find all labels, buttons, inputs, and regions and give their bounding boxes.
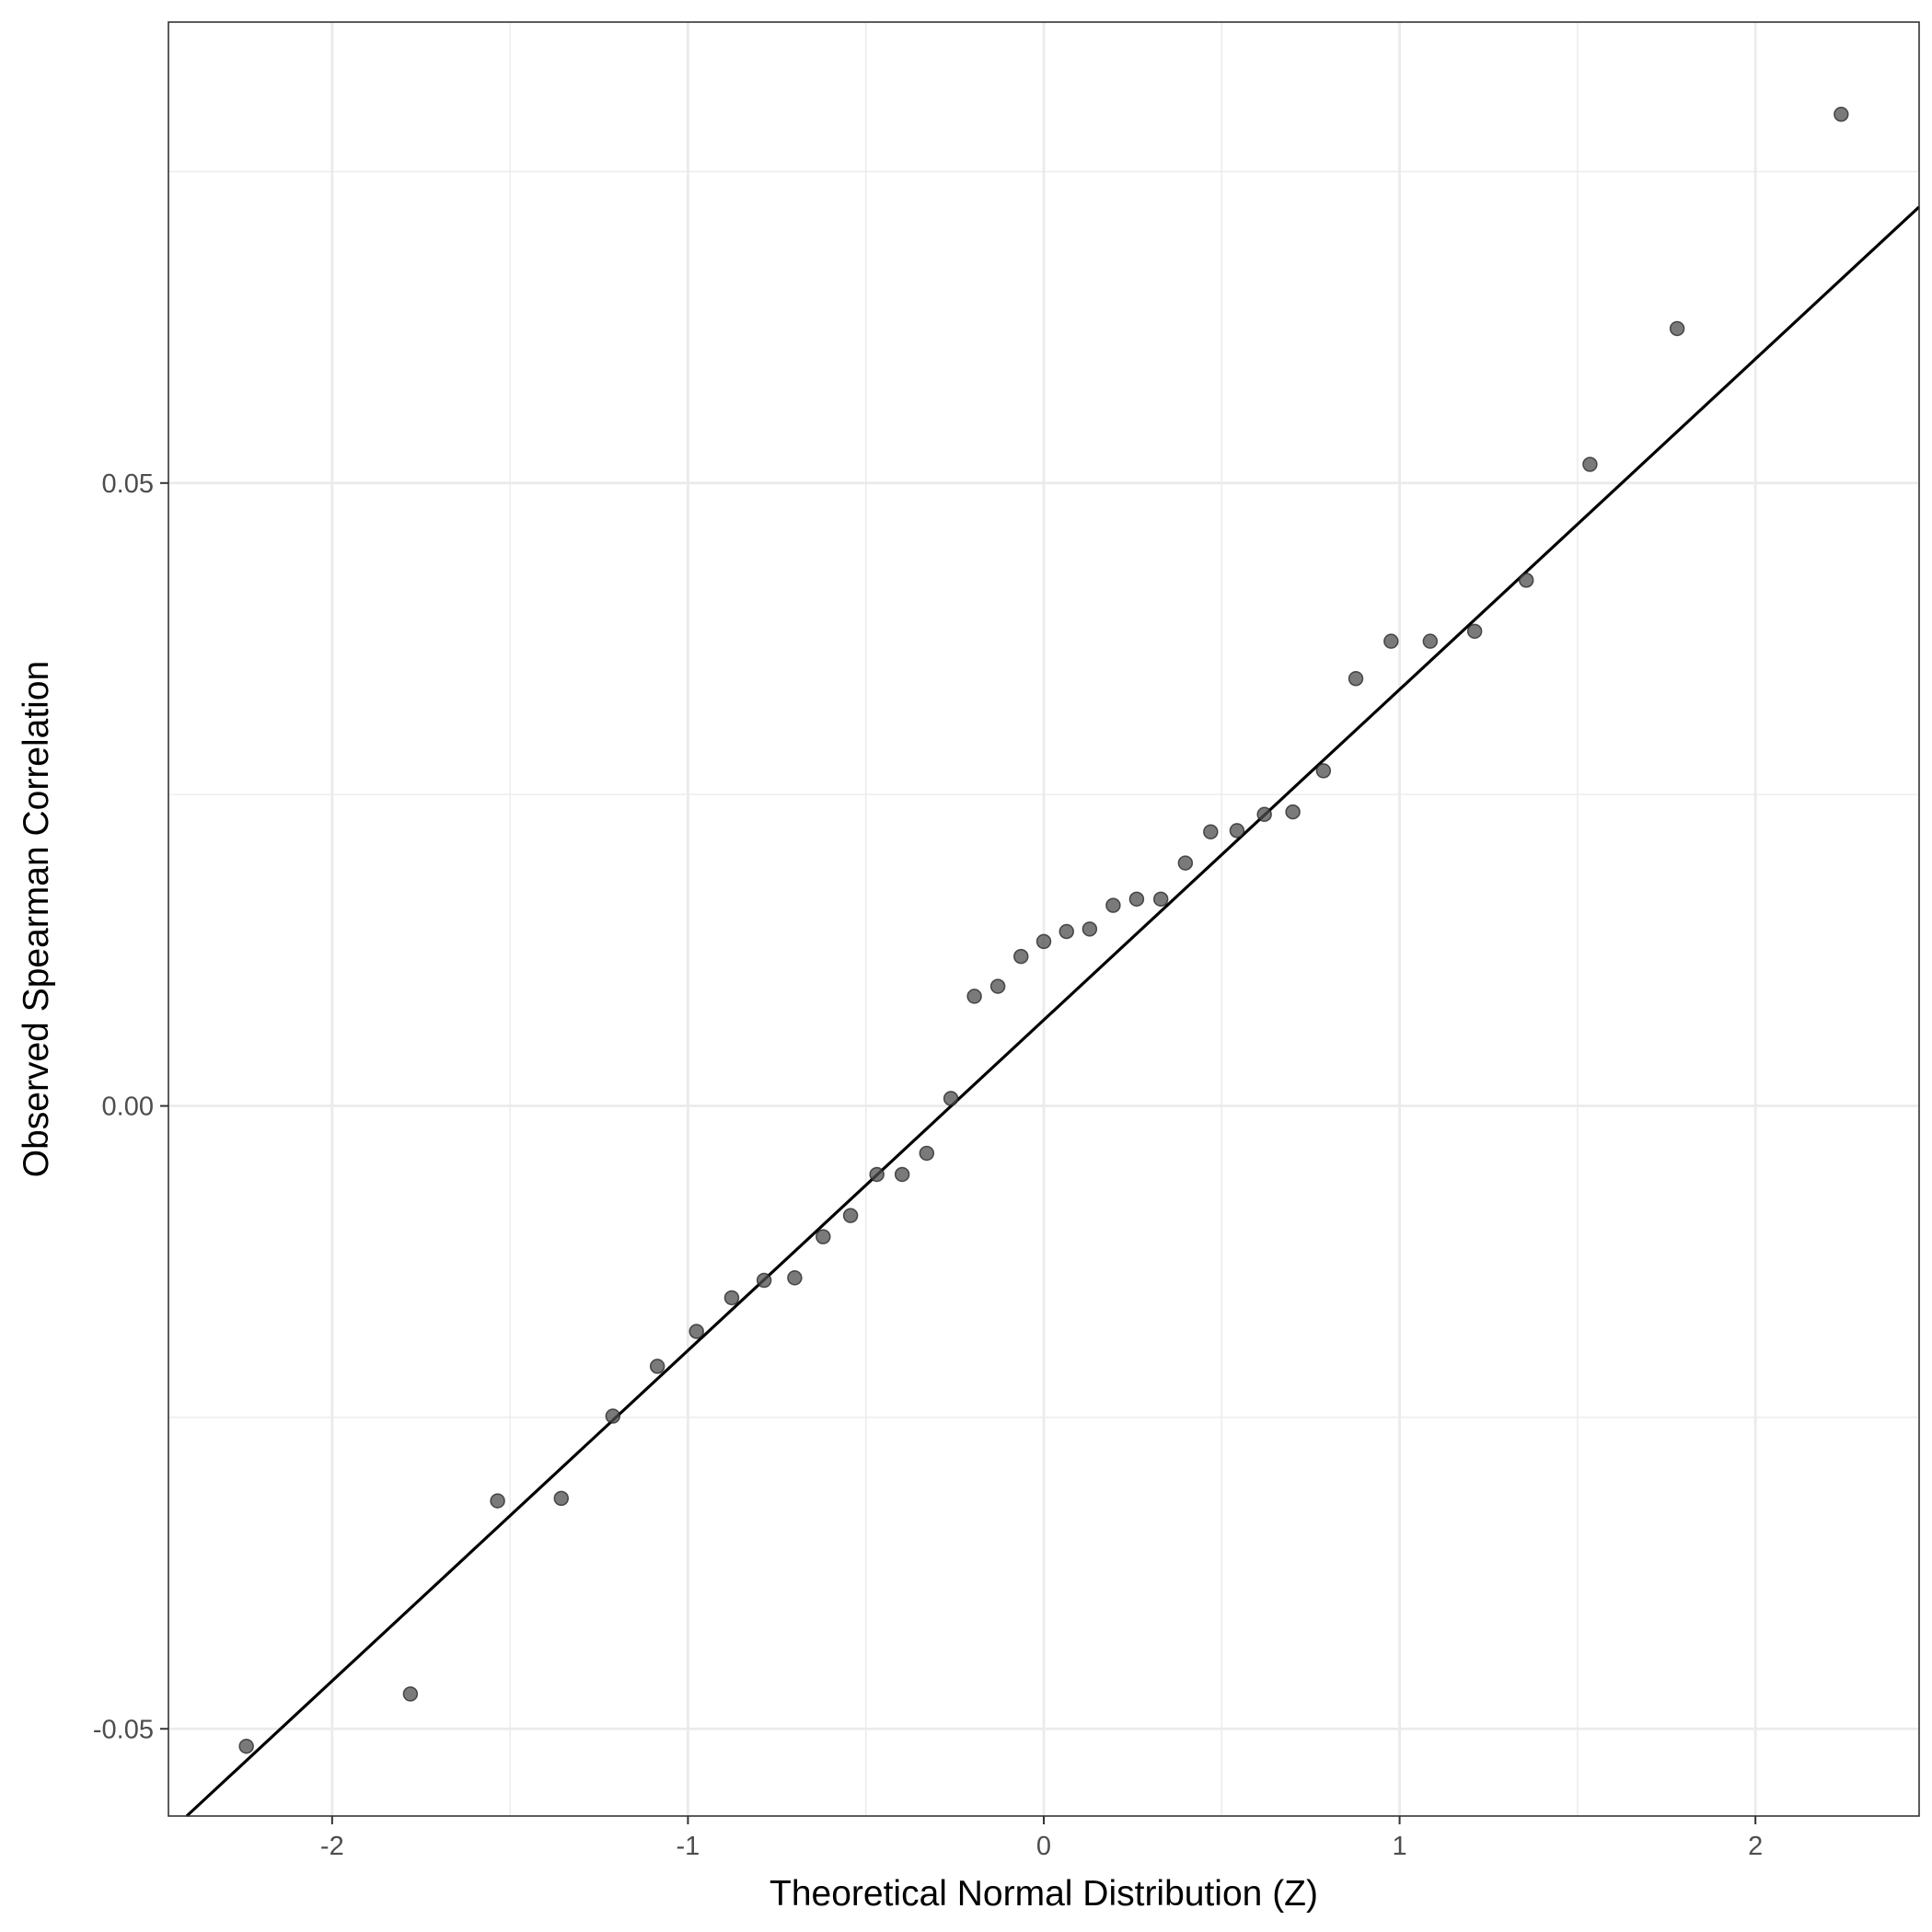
data-point (966, 989, 982, 1004)
data-point (756, 1272, 772, 1289)
data-point (1285, 804, 1301, 820)
data-point (1348, 671, 1364, 687)
data-point (1203, 824, 1219, 840)
data-point (919, 1145, 935, 1162)
data-point (1315, 763, 1332, 779)
data-point (490, 1493, 505, 1509)
x-tick-label: 2 (1748, 1832, 1763, 1861)
data-point (1582, 457, 1598, 472)
data-point (989, 978, 1006, 994)
data-point (1834, 106, 1849, 122)
data-point (1229, 823, 1245, 839)
reference-line-layer (185, 205, 1921, 1818)
data-point (1152, 891, 1169, 908)
data-point (1128, 891, 1145, 908)
y-tick-label: 0.05 (102, 469, 154, 499)
x-tick-label: 1 (1393, 1832, 1407, 1861)
data-point (894, 1166, 910, 1183)
data-point (1518, 573, 1534, 588)
x-tick-label: 0 (1036, 1832, 1051, 1861)
data-point (1082, 921, 1098, 937)
axes: -2 -1 0 1 2 -0.05 0.00 0.05 (93, 469, 1763, 1861)
data-point (943, 1091, 959, 1106)
data-point (1256, 806, 1272, 823)
x-axis-title: Theoretical Normal Distribution (Z) (769, 1874, 1318, 1914)
data-point (649, 1359, 665, 1374)
data-point (688, 1324, 704, 1339)
x-tick-label: -2 (320, 1832, 344, 1861)
data-points (238, 106, 1849, 1754)
data-point (816, 1229, 831, 1244)
data-point (787, 1270, 803, 1286)
data-point (1105, 897, 1121, 913)
data-point (605, 1408, 621, 1424)
x-tick-label: -1 (677, 1832, 700, 1861)
data-point (1013, 948, 1029, 965)
data-point (1059, 923, 1074, 940)
data-point (869, 1166, 885, 1183)
data-point (1422, 633, 1439, 649)
y-tick-label: -0.05 (93, 1715, 154, 1744)
data-point (1383, 633, 1399, 649)
data-point (842, 1208, 859, 1223)
data-point (1035, 933, 1052, 950)
data-point (553, 1490, 570, 1507)
y-axis-title: Observed Spearman Correlation (17, 661, 56, 1177)
grid-lines (168, 22, 1919, 1816)
data-point (723, 1290, 740, 1306)
reference-line (185, 205, 1921, 1818)
y-tick-label: 0.00 (102, 1093, 154, 1122)
data-point (1669, 320, 1685, 337)
data-point (1177, 855, 1194, 871)
data-point (1466, 623, 1483, 640)
data-point (238, 1738, 254, 1754)
data-point (402, 1686, 419, 1702)
